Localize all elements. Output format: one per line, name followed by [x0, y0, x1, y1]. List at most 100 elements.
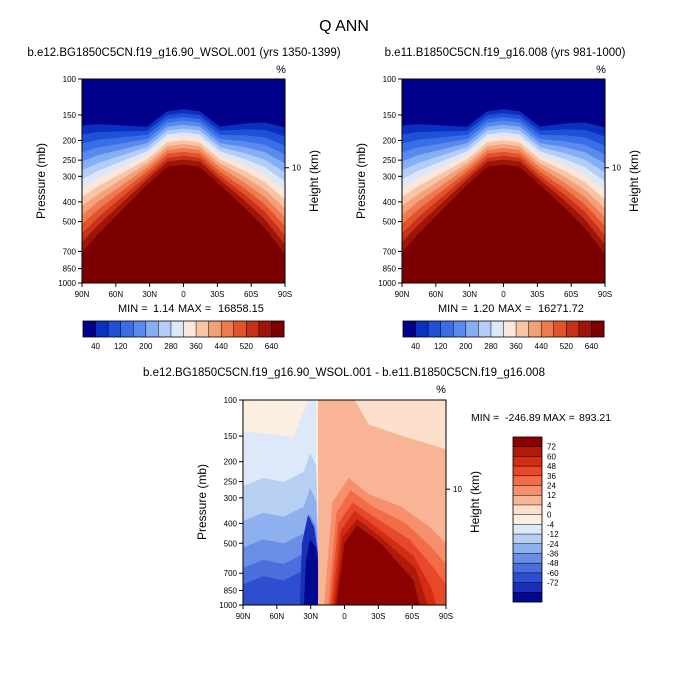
colorbar-swatch [120, 321, 134, 337]
colorbar-label: 440 [535, 342, 549, 351]
colorbar-label: 12 [547, 491, 556, 500]
colorbar-swatch [553, 321, 567, 337]
y-tick-label: 700 [224, 569, 238, 578]
colorbar-label: 200 [459, 342, 473, 351]
colorbar-swatch [183, 321, 197, 337]
colorbar-swatch [503, 321, 517, 337]
y-tick-label: 500 [383, 218, 397, 227]
colorbar-swatch [513, 582, 542, 593]
colorbar-swatch [196, 321, 210, 337]
y-tick-label: 250 [224, 478, 238, 487]
colorbar-swatch [513, 524, 542, 535]
colorbar-label: 280 [164, 342, 178, 351]
x-tick-label: 30S [210, 290, 224, 299]
colorbar-label: 120 [114, 342, 128, 351]
colorbar-swatch [566, 321, 580, 337]
colorbar-swatch [208, 321, 222, 337]
colorbar-swatch [513, 446, 542, 457]
right-tick-label: 10 [612, 164, 621, 173]
colorbar-label: 0 [547, 511, 552, 520]
y-tick-label: 300 [383, 172, 397, 181]
min-value: -246.89 [505, 412, 541, 424]
right-tick-label: 10 [453, 485, 462, 494]
y-tick-label: 100 [383, 75, 397, 84]
right-axis: 10 [285, 164, 301, 173]
y-tick-label: 400 [224, 519, 238, 528]
right-axis-label: Height (km) [627, 150, 641, 212]
max-value: 893.21 [579, 412, 611, 424]
y-tick-label: 100 [224, 396, 238, 405]
units-label: % [436, 384, 446, 396]
right-axis-label: Height (km) [468, 471, 482, 533]
colorbar-label: 48 [547, 462, 556, 471]
y-tick-label: 500 [224, 539, 238, 548]
colorbar-swatch [513, 543, 542, 554]
y-tick-label: 1000 [219, 601, 237, 610]
y-axis-label: Pressure (mb) [195, 464, 209, 540]
contour-band [303, 539, 323, 605]
x-axis: 90N 60N 30N 0 30S 60S 90S [75, 283, 292, 299]
min-label: MIN = [118, 303, 148, 315]
x-tick-label: 30N [462, 290, 477, 299]
units-label: % [276, 64, 286, 76]
x-tick-label: 30S [530, 290, 544, 299]
y-tick-label: 500 [63, 218, 77, 227]
max-label: MAX = [498, 303, 531, 315]
contour-band [82, 164, 285, 283]
colorbar-swatch [170, 321, 184, 337]
x-tick-label: 60N [269, 612, 284, 621]
y-tick-label: 850 [63, 265, 77, 274]
x-tick-label: 60S [244, 290, 258, 299]
colorbar-swatch [246, 321, 260, 337]
colorbar-label: -12 [547, 530, 559, 539]
x-tick-label: 90S [278, 290, 292, 299]
panel-title: b.e11.B1850C5CN.f19_g16.008 (yrs 981-100… [385, 47, 626, 59]
colorbar-swatch [221, 321, 235, 337]
colorbar-swatch [133, 321, 147, 337]
colorbar-swatch [158, 321, 172, 337]
colorbar-label: 640 [585, 342, 599, 351]
colorbar-label: 640 [265, 342, 279, 351]
right-axis-label: Height (km) [307, 150, 321, 212]
y-tick-label: 700 [63, 247, 77, 256]
colorbar-swatch [513, 592, 542, 603]
colorbar-label: 60 [547, 452, 556, 461]
colorbar-swatch [513, 563, 542, 574]
colorbar-swatch [578, 321, 592, 337]
x-tick-label: 90N [75, 290, 90, 299]
x-axis: 90N 60N 30N 0 30S 60S 90S [395, 283, 612, 299]
panel-title: b.e12.BG1850C5CN.f19_g16.90_WSOL.001 (yr… [27, 47, 340, 59]
right-axis: 10 [605, 164, 621, 173]
colorbar-label: 120 [434, 342, 448, 351]
colorbar-swatch [513, 553, 542, 564]
y-tick-label: 1000 [58, 279, 76, 288]
y-axis-label: Pressure (mb) [354, 143, 368, 219]
x-tick-label: 0 [342, 612, 347, 621]
colorbar-label: 440 [215, 342, 229, 351]
colorbar-swatch [440, 321, 454, 337]
colorbar-swatch [541, 321, 555, 337]
colorbar-label: 520 [240, 342, 254, 351]
colorbar-swatch [415, 321, 429, 337]
right-axis: 10 [446, 485, 462, 494]
colorbar-label: 72 [547, 443, 556, 452]
colorbar-swatch [513, 475, 542, 486]
max-value: 16858.15 [218, 303, 264, 315]
x-tick-label: 90S [598, 290, 612, 299]
colorbar-swatch [516, 321, 530, 337]
y-tick-label: 250 [383, 156, 397, 165]
colorbar-swatch [528, 321, 542, 337]
y-tick-label: 150 [63, 111, 77, 120]
panel-top-left: b.e12.BG1850C5CN.f19_g16.90_WSOL.001 (yr… [27, 47, 340, 351]
right-tick-label: 10 [292, 164, 301, 173]
colorbar-swatch [513, 495, 542, 506]
y-tick-label: 200 [63, 136, 77, 145]
x-tick-label: 60N [428, 290, 443, 299]
colorbar-label: -72 [547, 579, 559, 588]
contour-band [402, 164, 605, 283]
colorbar-label: -60 [547, 569, 559, 578]
colorbar-swatch [591, 321, 605, 337]
x-tick-label: 60S [405, 612, 419, 621]
y-tick-label: 250 [63, 156, 77, 165]
